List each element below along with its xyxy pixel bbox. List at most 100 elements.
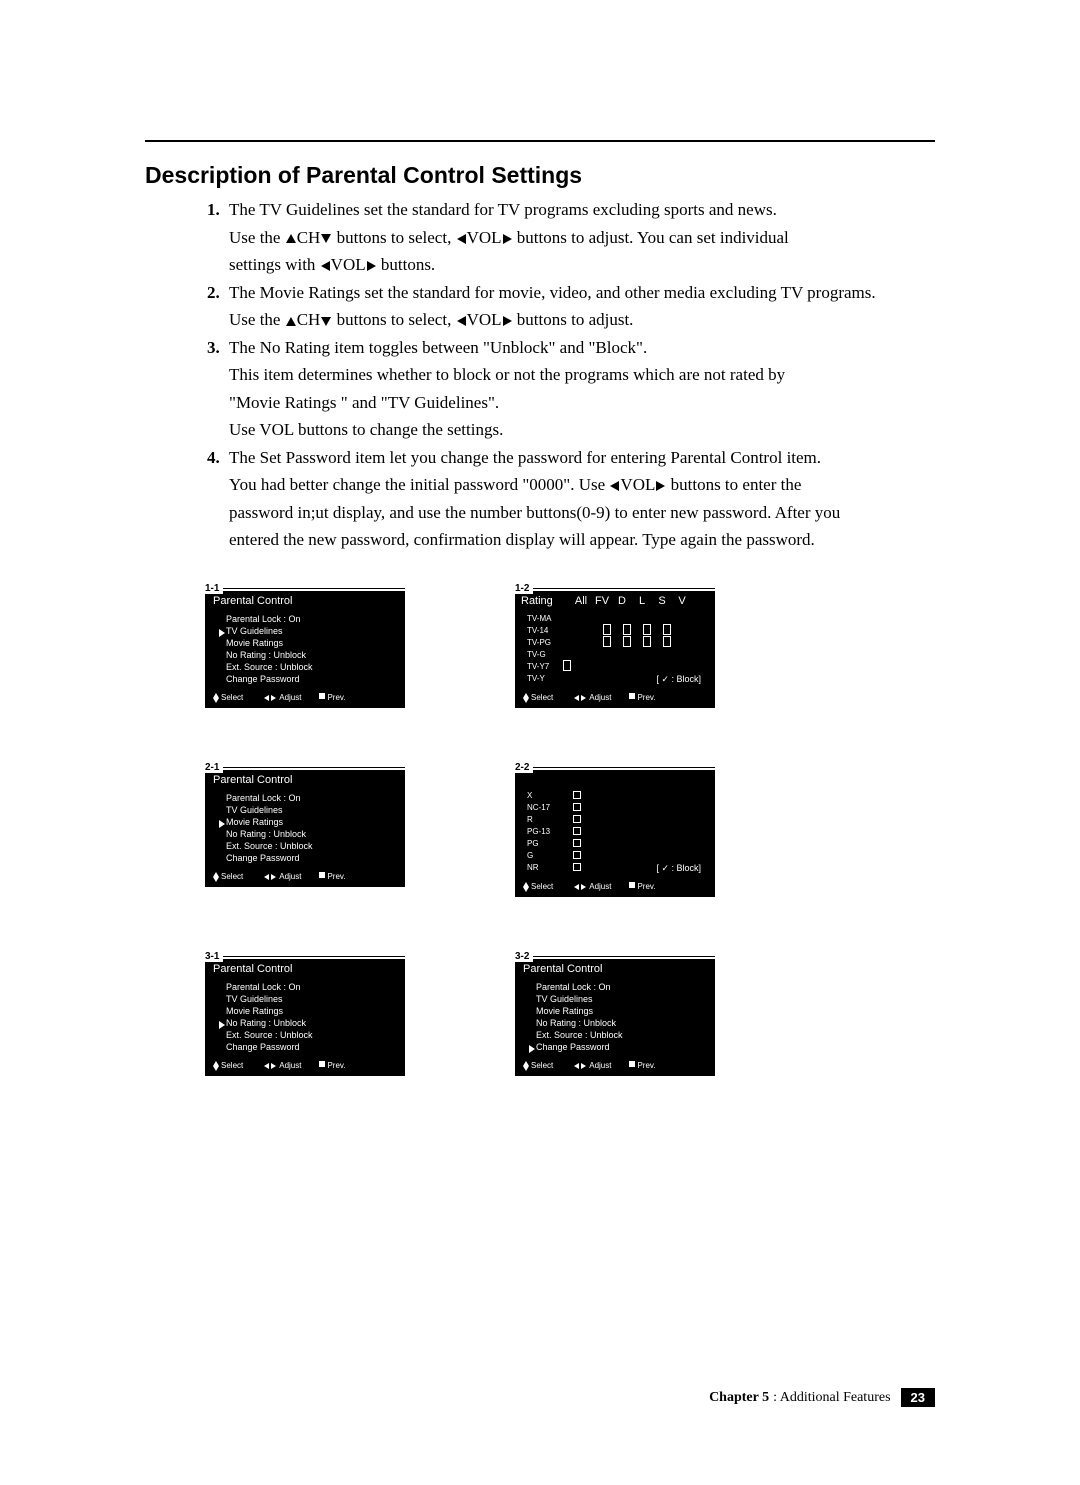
menu-row-text: Change Password [226, 674, 300, 684]
menu-row: Movie Ratings [211, 637, 399, 649]
osd-label: 3-1 [205, 951, 405, 962]
stop-icon [319, 872, 325, 878]
rating-box [603, 624, 611, 635]
menu-row-text: No Rating : Unblock [226, 829, 306, 839]
osd-footer: SelectAdjustPrev. [207, 870, 403, 885]
menu-row: TV Guidelines [211, 993, 399, 1005]
osd-title: Parental Control [207, 961, 403, 977]
osd-footer: SelectAdjustPrev. [517, 880, 713, 895]
rating-label: TV-MA [521, 614, 557, 623]
left-icon [457, 316, 466, 326]
rating-box [573, 839, 581, 847]
rating-box [623, 636, 631, 647]
osd-title [517, 772, 713, 786]
menu-row-text: No Rating : Unblock [226, 1018, 306, 1028]
menu-row: Movie Ratings [211, 1005, 399, 1017]
instruction-item-cont: "Movie Ratings " and "TV Guidelines". [207, 390, 935, 416]
menu-row-text: Change Password [226, 1042, 300, 1052]
item-text: The TV Guidelines set the standard for T… [229, 200, 777, 219]
menu-row-text: Movie Ratings [226, 1006, 283, 1016]
instruction-item-cont: Use VOL buttons to change the settings. [207, 417, 935, 443]
rating-row: TV-PG [521, 637, 709, 649]
osd-screen: Parental ControlParental Lock : OnTV Gui… [205, 591, 405, 708]
osd-title: Parental Control [207, 772, 403, 788]
osd-body: Parental Lock : On TV Guidelines Movie Rat… [517, 977, 713, 1059]
left-icon [457, 234, 466, 244]
menu-row: Parental Lock : On [211, 981, 399, 993]
chapter-label: Chapter 5 [709, 1390, 769, 1406]
rating-head-cell: V [672, 595, 692, 607]
osd-title: Parental Control [207, 593, 403, 609]
menu-row: TV Guidelines [211, 625, 399, 637]
menu-row-text: Ext. Source : Unblock [536, 1030, 623, 1040]
cursor-icon [219, 1021, 225, 1029]
rating-label: X [521, 791, 567, 800]
menu-row-text: Movie Ratings [536, 1006, 593, 1016]
item-text: This item determines whether to block or… [229, 365, 785, 384]
item-text: Use VOL buttons to change the settings. [229, 420, 503, 439]
menu-row-text: Parental Lock : On [226, 793, 301, 803]
menu-row-text: TV Guidelines [226, 994, 283, 1004]
rating-label: NC-17 [521, 803, 567, 812]
menu-row: Movie Ratings [521, 1005, 709, 1017]
rating-box [573, 863, 581, 871]
rating-cell [567, 815, 587, 825]
rating-row: NC-17 [521, 802, 709, 814]
rating-head-cell: All [570, 595, 592, 607]
rating-box [573, 827, 581, 835]
right-icon [503, 234, 512, 244]
menu-row: TV Guidelines [211, 804, 399, 816]
instruction-item: 3.The No Rating item toggles between "Un… [207, 335, 935, 361]
instruction-item-cont: Use the CH buttons to select, VOL button… [207, 307, 935, 333]
page-title: Description of Parental Control Settings [145, 162, 935, 189]
rating-box [563, 660, 571, 671]
stop-icon [629, 882, 635, 888]
item-number: 3. [207, 335, 229, 361]
menu-row: Change Password [521, 1041, 709, 1053]
menu-row: Change Password [211, 852, 399, 864]
instruction-item-cont: This item determines whether to block or… [207, 362, 935, 388]
menu-row-text: No Rating : Unblock [536, 1018, 616, 1028]
footer-prev: Prev. [319, 1061, 345, 1071]
menu-row-text: Parental Lock : On [536, 982, 611, 992]
footer-prev: Prev. [319, 693, 345, 703]
osd-body: Parental Lock : OnTV GuidelinesMovie Rat… [207, 609, 403, 691]
up-icon [286, 317, 296, 326]
up-icon [286, 234, 296, 243]
rating-label: TV-PG [521, 638, 557, 647]
rating-label: TV-14 [521, 626, 557, 635]
down-icon [321, 234, 331, 243]
footer-select: Select [521, 693, 553, 703]
block-note: [ ✓ : Block] [656, 674, 701, 685]
item-number: 2. [207, 280, 229, 306]
menu-row-text: Movie Ratings [226, 817, 283, 827]
menu-row-text: TV Guidelines [226, 805, 283, 815]
osd-screen: RatingAllFVDLSVTV-MATV-14TV-PGTV-GTV-Y7T… [515, 591, 715, 708]
item-text: password in;ut display, and use the numb… [229, 503, 840, 522]
menu-row: Parental Lock : On [521, 981, 709, 993]
menu-row-text: TV Guidelines [536, 994, 593, 1004]
osd-screen: XNC-17RPG-13PGGNR[ ✓ : Block]SelectAdjus… [515, 770, 715, 897]
footer-prev: Prev. [629, 882, 655, 892]
item-text: The Set Password item let you change the… [229, 448, 821, 467]
rating-box [573, 815, 581, 823]
rating-row: TV-MA [521, 613, 709, 625]
rating-cell [657, 636, 677, 649]
footer-adjust: Adjust [571, 693, 611, 703]
rating-label: TV-Y [521, 674, 557, 683]
menu-row: Change Password [211, 673, 399, 685]
footer-adjust: Adjust [261, 693, 301, 703]
item-text: Use the CH buttons to select, VOL button… [229, 310, 633, 329]
rule-top [145, 140, 935, 142]
item-text: The Movie Ratings set the standard for m… [229, 283, 876, 302]
item-text: entered the new password, confirmation d… [229, 530, 815, 549]
rating-row: PG-13 [521, 826, 709, 838]
rating-body: TV-MATV-14TV-PGTV-GTV-Y7TV-Y[ ✓ : Block] [517, 609, 713, 691]
rating-head-cell: FV [592, 595, 612, 607]
instruction-item: 1.The TV Guidelines set the standard for… [207, 197, 935, 223]
rating-box [643, 624, 651, 635]
rating-row: PG [521, 838, 709, 850]
rating-label: R [521, 815, 567, 824]
osd-screen-wrap: 2-2XNC-17RPG-13PGGNR[ ✓ : Block]SelectAd… [515, 762, 715, 897]
menu-row: Ext. Source : Unblock [211, 661, 399, 673]
